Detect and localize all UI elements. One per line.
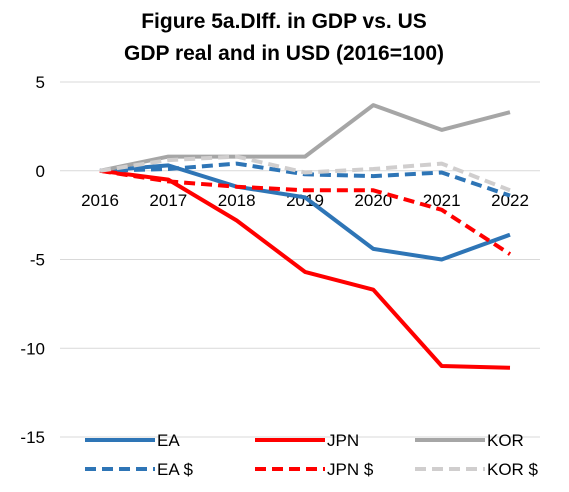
x-tick-label-2020: 2020 — [354, 191, 392, 210]
legend-label-jpn-usd: JPN $ — [327, 460, 374, 479]
series-line-jpn-usd — [99, 168, 512, 256]
y-tick-label-4: -15 — [20, 428, 45, 447]
chart-title-line-1: Figure 5a.DIff. in GDP vs. US — [141, 10, 427, 33]
x-tick-label-2016: 2016 — [81, 191, 119, 210]
series-line-kor — [99, 103, 511, 173]
x-tick-label-2017: 2017 — [149, 191, 187, 210]
y-tick-label-0: 5 — [36, 73, 45, 92]
y-tick-label-2: -5 — [30, 251, 45, 270]
chart-title-line-2: GDP real and in USD (2016=100) — [124, 42, 444, 65]
legend-label-jpn: JPN — [327, 431, 359, 450]
legend-label-ea-usd: EA $ — [157, 460, 193, 479]
x-tick-label-2021: 2021 — [423, 191, 461, 210]
x-tick-label-2022: 2022 — [491, 191, 529, 210]
y-tick-label-3: -10 — [20, 339, 45, 358]
legend-label-kor: KOR — [487, 431, 524, 450]
series-line-ea — [99, 163, 511, 262]
legend-label-kor-usd: KOR $ — [487, 460, 539, 479]
y-tick-label-1: 0 — [36, 162, 45, 181]
legend-label-ea: EA — [157, 431, 180, 450]
series-line-kor-usd — [99, 154, 511, 193]
x-tick-label-2018: 2018 — [218, 191, 256, 210]
